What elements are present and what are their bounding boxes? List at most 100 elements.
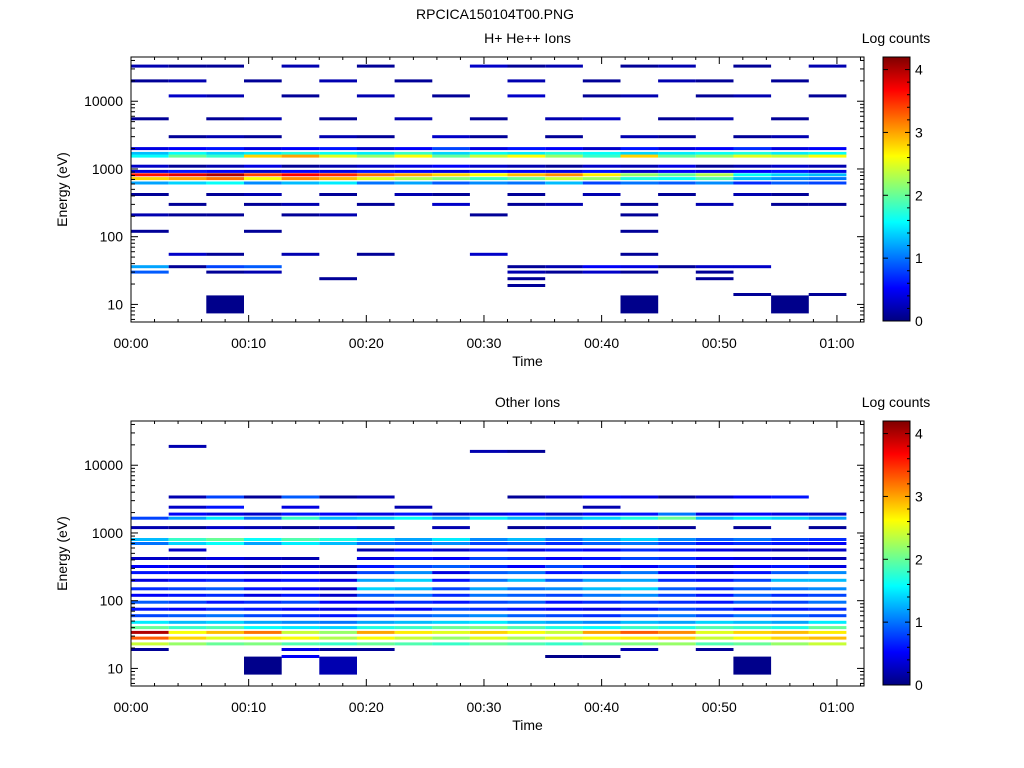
heatmap-cell: [695, 79, 734, 83]
heatmap-cell: [206, 557, 244, 560]
heatmap-cell: [695, 593, 734, 597]
heatmap-cell: [808, 538, 847, 541]
heatmap-cell: [620, 173, 659, 177]
heatmap-cell: [771, 151, 809, 155]
heatmap-cell: [507, 151, 546, 155]
heatmap-cell: [356, 164, 395, 168]
x-tick-label: 00:20: [349, 335, 384, 351]
heatmap-cell: [131, 593, 169, 597]
heatmap-cell: [394, 79, 433, 83]
y-tick-label: 10: [107, 296, 123, 312]
heatmap-cell: [771, 169, 809, 173]
heatmap-cell: [168, 557, 207, 560]
figure-title: RPCICA150104T00.PNG: [416, 6, 574, 22]
heatmap-cell: [319, 630, 357, 634]
heatmap-cell: [582, 593, 621, 597]
heatmap-cell: [131, 173, 169, 177]
heatmap-cell: [507, 495, 546, 499]
heatmap-cell: [168, 636, 207, 640]
x-tick-label: 00:50: [702, 699, 737, 715]
heatmap-cell: [432, 557, 470, 560]
heatmap-cell: [131, 177, 169, 181]
heatmap-cell: [507, 512, 546, 516]
heatmap-cell: [469, 578, 508, 582]
heatmap-cell: [432, 512, 470, 516]
x-tick-label: 01:00: [819, 335, 854, 351]
heatmap-cell: [771, 164, 809, 168]
heatmap-cell: [808, 565, 847, 568]
heatmap-cell: [131, 151, 169, 155]
heatmap-cell: [695, 648, 734, 651]
heatmap-cell: [131, 154, 169, 158]
heatmap-cell: [319, 169, 357, 173]
heatmap-cell: [545, 173, 583, 177]
y-tick-label: 10000: [84, 93, 123, 109]
heatmap-cell: [658, 173, 696, 177]
heatmap-cell: [131, 229, 169, 233]
heatmap-cell: [658, 495, 696, 499]
heatmap-cell: [168, 565, 207, 568]
heatmap-cell: [582, 571, 621, 575]
heatmap-cell: [733, 587, 772, 591]
heatmap-cell: [507, 193, 546, 196]
heatmap-cell: [507, 449, 546, 453]
heatmap-cell: [582, 151, 621, 155]
heatmap-cell: [206, 213, 244, 217]
heatmap-cell: [771, 630, 809, 634]
chart-panel-2: 00:00 00:10 00:20 00:30 00:40 00:50 01:0010100…: [54, 394, 930, 733]
heatmap-cell: [808, 636, 847, 640]
heatmap-cell: [545, 600, 583, 604]
heatmap-cell: [771, 642, 809, 646]
heatmap-cell: [319, 213, 357, 217]
heatmap-cell: [432, 526, 470, 530]
heatmap-cell: [658, 181, 696, 185]
heatmap-cell: [695, 181, 734, 185]
heatmap-cell: [582, 557, 621, 560]
heatmap-cell: [168, 154, 207, 158]
heatmap-cell: [131, 587, 169, 591]
heatmap-cell: [131, 79, 169, 83]
heatmap-cell: [507, 614, 546, 618]
heatmap-cell: [620, 495, 659, 499]
heatmap-cell: [658, 512, 696, 516]
heatmap-cell: [319, 607, 357, 611]
heatmap-cell: [168, 79, 207, 83]
heatmap-cell: [244, 538, 282, 541]
heatmap-cell: [808, 578, 847, 582]
heatmap-cell: [356, 512, 395, 516]
heatmap-cell: [131, 571, 169, 575]
heatmap-cell: [432, 593, 470, 597]
heatmap-cell: [733, 557, 772, 560]
heatmap-cell: [771, 177, 809, 181]
heatmap-cell: [469, 642, 508, 646]
heatmap-cell: [432, 151, 470, 155]
heatmap-cell: [469, 135, 508, 139]
heatmap-cell: [733, 630, 772, 634]
chart-panel-1: 00:00 00:10 00:20 00:30 00:40 00:50 01:0010100…: [54, 30, 930, 369]
heatmap-cell: [319, 571, 357, 575]
heatmap-cell: [620, 252, 659, 256]
heatmap-cell: [168, 630, 207, 634]
heatmap-cell: [469, 512, 508, 516]
heatmap-cell: [281, 526, 320, 530]
heatmap-cell: [620, 626, 659, 630]
heatmap-cell: [356, 135, 395, 139]
heatmap-cell: [168, 169, 207, 173]
heatmap-cell: [168, 526, 207, 530]
heatmap-cell: [394, 614, 433, 618]
heatmap-cell: [131, 117, 169, 121]
heatmap-cell: [168, 202, 207, 206]
heatmap-cell: [620, 270, 659, 274]
heatmap-cell: [206, 147, 244, 151]
heatmap-cell: [545, 135, 583, 139]
heatmap-cell: [432, 94, 470, 98]
heatmap-cell: [582, 265, 621, 269]
heatmap-cell: [206, 607, 244, 611]
heatmap-cell: [168, 600, 207, 604]
heatmap-cell: [356, 538, 395, 541]
heatmap-cell: [620, 614, 659, 618]
heatmap-cell: [356, 64, 395, 68]
heatmap-cell: [281, 542, 320, 545]
heatmap-cell: [620, 548, 659, 552]
heatmap-cell: [281, 648, 320, 651]
